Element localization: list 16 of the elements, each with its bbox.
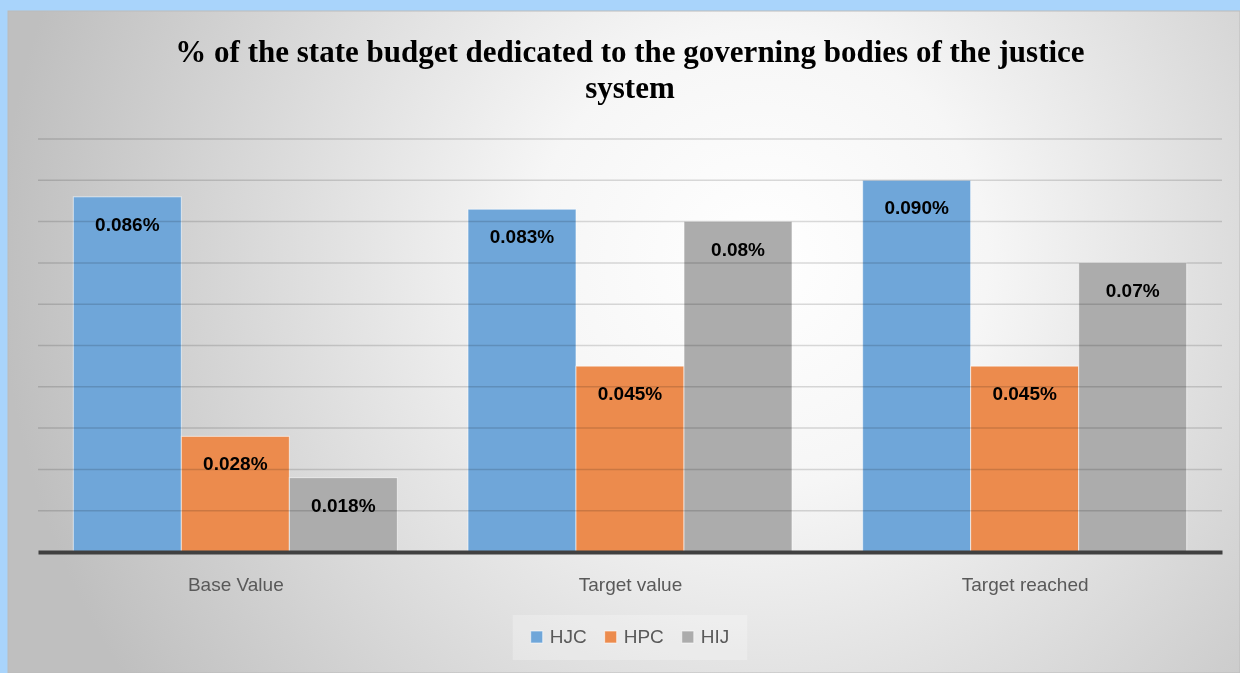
data-label: 0.018% [311, 494, 376, 516]
data-label: 0.086% [95, 213, 160, 235]
x-tick-label: Target value [578, 574, 683, 596]
data-label: 0.08% [711, 238, 766, 260]
data-label: 0.045% [597, 383, 663, 405]
data-label: 0.090% [884, 197, 949, 219]
legend-label: HIJ [700, 626, 730, 647]
data-label: 0.07% [1105, 279, 1160, 301]
x-tick-label: Target reached [961, 574, 1089, 596]
chart-title: % of the state budget dedicated to the governing bodies of the justice system [175, 34, 1085, 105]
x-tick-label: Base Value [187, 574, 284, 596]
data-label: 0.028% [203, 453, 268, 475]
legend-label: HJC [549, 626, 587, 647]
data-label: 0.045% [992, 383, 1057, 405]
data-label: 0.083% [489, 226, 555, 248]
legend-label: HPC [623, 626, 664, 647]
